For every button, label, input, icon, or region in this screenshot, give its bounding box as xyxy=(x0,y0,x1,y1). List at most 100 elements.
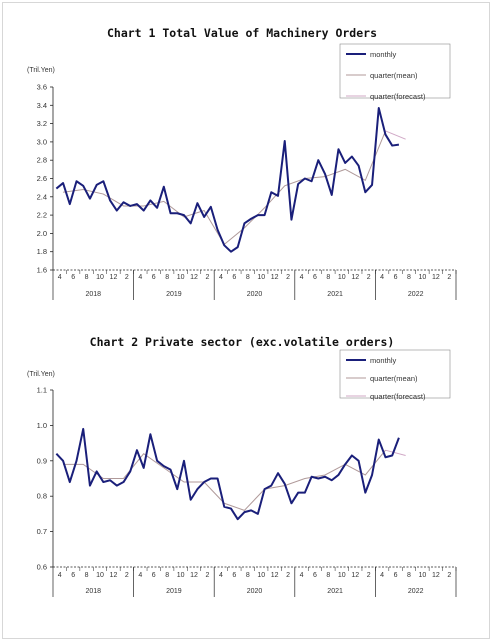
legend-label: quarter(mean) xyxy=(370,71,418,80)
unit-label: (Tril.Yen) xyxy=(27,371,55,378)
x-tick-label: 4 xyxy=(380,274,384,281)
x-tick-label: 4 xyxy=(58,572,62,579)
y-tick-label: 1.6 xyxy=(37,266,47,275)
unit-label: (Tril.Yen) xyxy=(27,67,55,74)
y-tick-label: 3.2 xyxy=(37,119,47,128)
chart-1: Chart 1 Total Value of Machinery Orders (… xyxy=(27,26,457,300)
x-tick-label: 10 xyxy=(257,274,265,281)
y-tick-label: 0.6 xyxy=(37,563,47,572)
year-label: 2022 xyxy=(408,588,424,595)
quarter-forecast-line xyxy=(385,449,406,456)
x-tick-label: 6 xyxy=(232,572,236,579)
x-tick-label: 4 xyxy=(380,572,384,579)
x-tick-label: 12 xyxy=(110,274,118,281)
x-tick-label: 12 xyxy=(110,572,118,579)
x-tick-label: 10 xyxy=(177,572,185,579)
x-tick-label: 8 xyxy=(165,572,169,579)
x-tick-label: 8 xyxy=(246,274,250,281)
x-tick-label: 4 xyxy=(219,274,223,281)
year-label: 2021 xyxy=(327,588,343,595)
page-frame xyxy=(2,2,490,639)
x-tick-label: 4 xyxy=(219,572,223,579)
y-tick-label: 3.4 xyxy=(37,101,47,110)
year-label: 2018 xyxy=(86,588,102,595)
y-tick-label: 3.6 xyxy=(37,83,47,92)
x-tick-label: 2 xyxy=(286,572,290,579)
x-tick-label: 12 xyxy=(190,572,198,579)
y-tick-label: 1.1 xyxy=(37,386,47,395)
x-tick-label: 2 xyxy=(367,274,371,281)
x-tick-label: 12 xyxy=(432,572,440,579)
x-tick-label: 6 xyxy=(71,572,75,579)
y-tick-label: 2.2 xyxy=(37,211,47,220)
x-tick-label: 6 xyxy=(152,572,156,579)
legend: monthly quarter(mean) quarter(forecast) xyxy=(339,349,451,401)
y-tick-label: 1.0 xyxy=(37,421,47,430)
x-tick-label: 2 xyxy=(447,572,451,579)
year-label: 2022 xyxy=(408,291,424,298)
x-tick-label: 12 xyxy=(271,274,279,281)
legend-label: monthly xyxy=(370,356,397,365)
x-tick-label: 12 xyxy=(351,274,359,281)
year-label: 2020 xyxy=(247,291,263,298)
x-tick-label: 8 xyxy=(326,274,330,281)
x-tick-label: 2 xyxy=(125,274,129,281)
legend-box xyxy=(339,349,451,399)
x-tick-label: 6 xyxy=(152,274,156,281)
x-tick-label: 8 xyxy=(326,572,330,579)
x-tick-label: 12 xyxy=(190,274,198,281)
chart-title: Chart 2 Private sector (exc.volatile ord… xyxy=(90,335,395,349)
x-tick-label: 4 xyxy=(58,274,62,281)
x-tick-label: 4 xyxy=(138,274,142,281)
x-tick-label: 8 xyxy=(85,274,89,281)
y-tick-label: 2.4 xyxy=(37,192,47,201)
x-tick-label: 10 xyxy=(96,274,104,281)
quarter-forecast-line xyxy=(385,130,406,140)
y-tick-label: 2.0 xyxy=(37,229,47,238)
chart-2: Chart 2 Private sector (exc.volatile ord… xyxy=(27,335,457,597)
year-label: 2021 xyxy=(327,291,343,298)
x-tick-label: 10 xyxy=(177,274,185,281)
x-tick-label: 10 xyxy=(338,274,346,281)
y-tick-label: 1.8 xyxy=(37,247,47,256)
x-tick-label: 2 xyxy=(447,274,451,281)
y-tick-label: 3.0 xyxy=(37,137,47,146)
quarter-mean-line xyxy=(63,130,386,246)
x-tick-label: 12 xyxy=(271,572,279,579)
x-tick-label: 12 xyxy=(432,274,440,281)
x-tick-label: 10 xyxy=(96,572,104,579)
chart-title: Chart 1 Total Value of Machinery Orders xyxy=(107,26,377,40)
y-tick-label: 0.9 xyxy=(37,456,47,465)
x-tick-label: 12 xyxy=(351,572,359,579)
x-tick-label: 10 xyxy=(419,572,427,579)
year-label: 2020 xyxy=(247,588,263,595)
y-tick-label: 0.7 xyxy=(37,527,47,536)
x-tick-label: 10 xyxy=(257,572,265,579)
y-tick-label: 0.8 xyxy=(37,492,47,501)
legend: monthly quarter(mean) quarter(forecast) xyxy=(339,43,451,101)
legend-label: quarter(forecast) xyxy=(370,92,426,101)
x-tick-label: 6 xyxy=(232,274,236,281)
x-tick-label: 8 xyxy=(407,274,411,281)
monthly-line xyxy=(55,107,400,253)
y-tick-label: 2.8 xyxy=(37,156,47,165)
legend-label: quarter(mean) xyxy=(370,374,418,383)
year-label: 2019 xyxy=(166,588,182,595)
x-tick-label: 6 xyxy=(313,274,317,281)
x-tick-label: 8 xyxy=(165,274,169,281)
x-tick-label: 4 xyxy=(300,572,304,579)
x-tick-label: 6 xyxy=(71,274,75,281)
x-tick-label: 6 xyxy=(394,572,398,579)
year-label: 2018 xyxy=(86,291,102,298)
x-tick-label: 8 xyxy=(246,572,250,579)
x-tick-label: 4 xyxy=(138,572,142,579)
x-tick-label: 10 xyxy=(419,274,427,281)
monthly-line xyxy=(55,427,400,521)
x-tick-label: 4 xyxy=(300,274,304,281)
year-label: 2019 xyxy=(166,291,182,298)
x-tick-label: 10 xyxy=(338,572,346,579)
x-tick-label: 2 xyxy=(367,572,371,579)
y-tick-label: 2.6 xyxy=(37,174,47,183)
legend-label: monthly xyxy=(370,50,397,59)
